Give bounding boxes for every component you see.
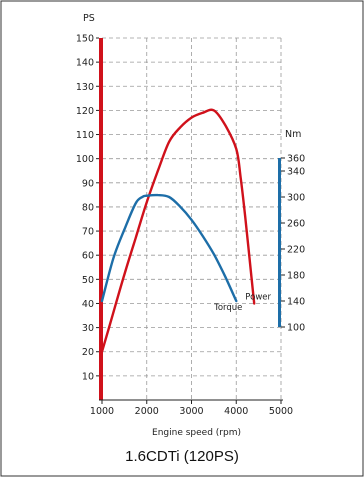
right-tick-label: 300 xyxy=(287,193,305,204)
x-tick-label: 5000 xyxy=(269,406,293,417)
left-tick-label: 150 xyxy=(76,34,94,45)
left-tick-label: 70 xyxy=(82,227,94,238)
left-tick-label: 20 xyxy=(82,347,94,358)
x-axis-label: Engine speed (rpm) xyxy=(152,428,241,438)
left-tick-label: 130 xyxy=(76,82,94,93)
right-axis-label: Nm xyxy=(285,129,301,140)
right-tick-label: 260 xyxy=(287,219,305,230)
right-tick-label: 140 xyxy=(287,297,305,308)
torque-label: Torque xyxy=(213,303,242,313)
right-tick-label: 360 xyxy=(287,154,305,165)
left-tick-label: 110 xyxy=(76,130,94,141)
power-line xyxy=(100,108,256,353)
right-tick-label: 100 xyxy=(287,323,305,334)
left-axis-label: PS xyxy=(83,13,95,24)
left-tick-label: 90 xyxy=(82,178,94,189)
x-tick-label: 3000 xyxy=(179,406,203,417)
right-axis-bar xyxy=(278,158,281,327)
left-tick-label: 40 xyxy=(82,299,94,310)
x-tick-label: 1000 xyxy=(90,406,114,417)
torque-line xyxy=(100,193,238,303)
left-tick-label: 10 xyxy=(82,371,94,382)
left-axis-bar xyxy=(99,38,103,400)
right-tick-label: 180 xyxy=(287,271,305,282)
left-tick-label: 140 xyxy=(76,58,94,69)
right-tick-label: 220 xyxy=(287,245,305,256)
right-tick-label: 340 xyxy=(287,167,305,178)
left-tick-label: 60 xyxy=(82,251,94,262)
left-tick-label: 30 xyxy=(82,323,94,334)
x-tick-label: 2000 xyxy=(135,406,159,417)
x-tick-label: 4000 xyxy=(224,406,248,417)
grid xyxy=(102,37,282,400)
power-label: Power xyxy=(245,292,271,302)
left-tick-label: 50 xyxy=(82,275,94,286)
left-tick-label: 80 xyxy=(82,202,94,213)
left-tick-label: 120 xyxy=(76,106,94,117)
chart-title: 1.6CDTi (120PS) xyxy=(125,448,239,465)
left-tick-label: 100 xyxy=(76,154,94,165)
series-layer xyxy=(100,108,256,353)
labels-layer: 10 20 30 40 50 60 70 80 90 100 110 120 130 140 150 100 1… xyxy=(76,13,305,438)
axes xyxy=(96,37,285,404)
